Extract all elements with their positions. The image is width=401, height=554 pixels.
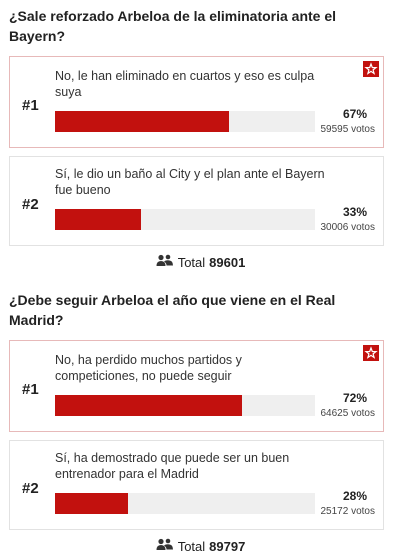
question: ¿Sale reforzado Arbeloa de la eliminator… <box>9 8 337 44</box>
result-row: 67% 59595 votos <box>55 107 383 135</box>
bar-track <box>55 110 315 132</box>
votes: 59595 votos <box>320 124 376 135</box>
star <box>363 345 379 366</box>
bar <box>55 208 141 230</box>
result-row: 33% 30006 votos <box>55 205 383 233</box>
percent-label: 72% <box>342 391 367 405</box>
total-label: Total <box>177 538 206 554</box>
percent-label: 28% <box>342 489 367 503</box>
poll-option[interactable]: #1 No, ha perdido muchos partidos y compe… <box>9 340 384 432</box>
bar-track <box>55 394 315 416</box>
icon <box>156 254 174 270</box>
star-icon[interactable] <box>363 61 379 77</box>
option-text: Sí, le dio un baño al City y el plan ant… <box>55 167 325 197</box>
poll-option[interactable]: #2 Sí, ha demostrado que puede ser un bue… <box>9 440 384 530</box>
question: ¿Debe seguir Arbeloa el año que viene en… <box>9 292 336 328</box>
users-icon <box>156 254 173 266</box>
star-icon[interactable] <box>363 345 379 361</box>
votes: 64625 votos <box>320 408 376 419</box>
poll: ¿Debe seguir Arbeloa el año que viene en… <box>0 284 401 554</box>
bar-track <box>55 208 315 230</box>
bar-track <box>55 492 315 514</box>
total-value: 89797 <box>209 538 246 554</box>
rank: #2 <box>22 479 39 497</box>
bar <box>55 492 128 514</box>
rank: #2 <box>22 195 39 213</box>
result-row: 72% 64625 votos <box>55 391 383 419</box>
total-value: 89601 <box>209 254 246 270</box>
votes: 25172 votos <box>320 506 376 517</box>
option-text: No, le han eliminado en cuartos y eso es… <box>55 69 315 99</box>
rank: #1 <box>22 380 39 398</box>
option-text: Sí, ha demostrado que puede ser un buen … <box>55 451 290 481</box>
bar <box>55 110 230 132</box>
poll: ¿Sale reforzado Arbeloa de la eliminator… <box>0 0 401 270</box>
result: 28% 25172 votos <box>315 489 381 517</box>
page: ¿Sale reforzado Arbeloa de la eliminator… <box>9 8 384 554</box>
percent-label: 67% <box>342 107 367 121</box>
rank: #1 <box>22 96 39 114</box>
total: Total 89797 <box>0 538 401 554</box>
result: 67% 59595 votos <box>315 107 381 135</box>
result: 33% 30006 votos <box>315 205 381 233</box>
votes: 30006 votos <box>320 222 376 233</box>
result: 72% 64625 votos <box>315 391 381 419</box>
option-text: No, ha perdido muchos partidos y competi… <box>55 353 242 383</box>
total-label: Total <box>177 254 206 270</box>
icon <box>156 538 174 554</box>
percent-label: 33% <box>342 205 367 219</box>
users-icon <box>156 538 173 550</box>
bar <box>55 394 243 416</box>
star <box>363 61 379 82</box>
total: Total 89601 <box>0 254 401 270</box>
poll-option[interactable]: #2 Sí, le dio un baño al City y el plan a… <box>9 156 384 246</box>
result-row: 28% 25172 votos <box>55 489 383 517</box>
poll-option[interactable]: #1 No, le han eliminado en cuartos y eso … <box>9 56 384 148</box>
